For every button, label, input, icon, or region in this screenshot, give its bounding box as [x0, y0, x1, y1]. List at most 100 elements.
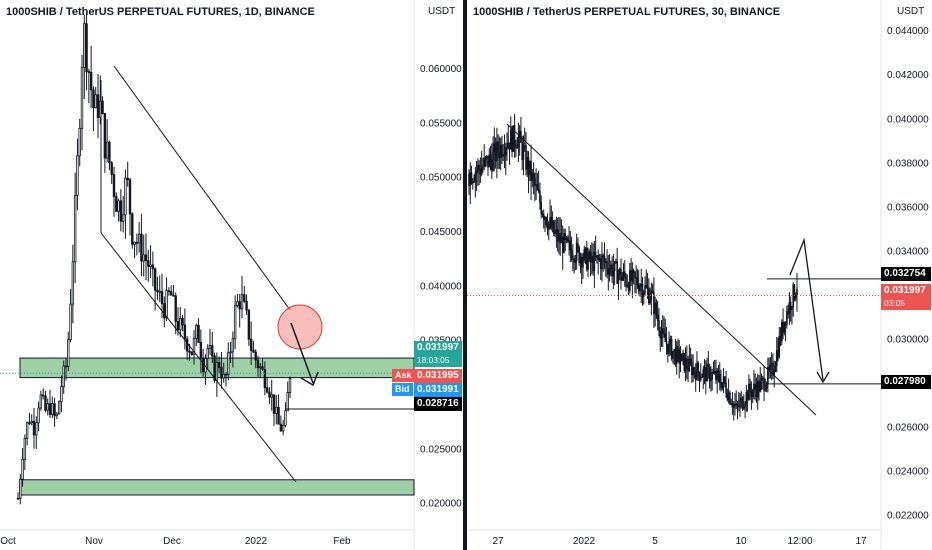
candle-body: [511, 129, 513, 152]
candle-body: [750, 391, 753, 397]
x-tick-label: 12:00: [787, 536, 812, 547]
candle-body: [475, 170, 478, 174]
candle-body: [531, 172, 534, 181]
candle-body: [745, 391, 748, 405]
candle-body: [688, 358, 691, 372]
candle-body: [508, 142, 511, 150]
candle-body: [172, 294, 175, 297]
candle-body: [655, 302, 658, 316]
candle-body: [767, 366, 769, 384]
candle-body: [597, 255, 599, 260]
candle-body: [261, 366, 264, 370]
candle-body: [627, 284, 630, 291]
candle-body: [41, 394, 45, 397]
candle-body: [101, 100, 104, 114]
left-chart-svg[interactable]: 0.060000 0.055000 0.050000 0.045000 0.040000…: [0, 0, 463, 550]
right-chart-panel[interactable]: 0.044000 0.042000 0.040000 0.038000 0.036000…: [467, 0, 932, 550]
candle-body: [126, 177, 129, 181]
forecast-arrow-head: [300, 371, 319, 387]
candle-body: [286, 392, 289, 412]
candle-body: [718, 374, 721, 384]
candle-body: [563, 233, 565, 253]
candle-body: [530, 160, 532, 181]
candle-body: [635, 277, 637, 280]
candle-body: [493, 143, 496, 153]
right-chart-svg[interactable]: 0.044000 0.042000 0.040000 0.038000 0.036000…: [467, 0, 932, 550]
y-tick-label: 0.044000: [887, 26, 929, 37]
candle-body: [185, 338, 189, 352]
right-lower-level-tag: 0.027980: [881, 375, 931, 389]
candle-body: [211, 345, 214, 357]
right-countdown: 03:05: [884, 298, 905, 308]
candle-body: [496, 141, 498, 162]
candle-body: [541, 213, 544, 216]
candle-body: [770, 363, 773, 366]
candle-body: [773, 370, 776, 376]
candle-body: [231, 338, 235, 353]
bid-label: Bid: [392, 383, 413, 396]
x-tick-label: 2022: [573, 536, 596, 547]
x-tick-label: 17: [855, 536, 867, 547]
candle-body: [777, 350, 779, 357]
candle-body: [517, 137, 520, 149]
candle-body: [229, 351, 232, 354]
candle-body: [32, 420, 36, 436]
candle-body: [645, 284, 648, 288]
candle-body: [731, 403, 734, 408]
candle-body: [483, 157, 485, 167]
ask-label: Ask: [392, 369, 415, 382]
candle-body: [213, 355, 216, 381]
candle-body: [115, 196, 118, 212]
candle-body: [636, 277, 639, 286]
candle-body: [764, 387, 767, 391]
candle-body: [103, 113, 107, 159]
candle-body: [641, 283, 644, 297]
candle-body: [16, 497, 20, 500]
candle-body: [521, 141, 523, 161]
candle-body: [151, 264, 155, 270]
candle-body: [560, 236, 563, 244]
candle-body: [632, 270, 635, 273]
candle-body: [512, 125, 515, 152]
candle-body: [55, 413, 59, 417]
candle-body: [717, 370, 720, 375]
candle-body: [653, 292, 655, 314]
candle-body: [673, 348, 675, 352]
candle-body: [539, 190, 541, 203]
panel-divider[interactable]: [463, 0, 467, 550]
candle-body: [741, 397, 744, 409]
candle-body: [220, 367, 223, 379]
candle-body: [489, 154, 492, 160]
candle-body: [594, 251, 597, 258]
candle-body: [572, 258, 574, 261]
candle-body: [556, 229, 559, 242]
candle-body: [739, 400, 741, 408]
candle-body: [599, 258, 602, 269]
candle-body: [156, 289, 159, 293]
candle-body: [470, 172, 473, 184]
candle-body: [694, 371, 697, 380]
left-chart-panel[interactable]: 0.060000 0.055000 0.050000 0.045000 0.040000…: [0, 0, 463, 550]
candle-body: [753, 383, 755, 391]
candle-body: [149, 264, 152, 267]
candle-body: [140, 233, 143, 262]
candle-body: [199, 342, 203, 359]
candle-body: [623, 271, 626, 278]
candle-body: [53, 403, 56, 417]
candle-body: [121, 214, 125, 222]
right-last-price-tag: 0.031997 03:05: [881, 284, 931, 310]
candle-body: [630, 270, 632, 282]
candle-body: [535, 184, 537, 186]
y-tick-label: 0.038000: [887, 158, 929, 169]
candle-body: [639, 286, 641, 292]
candle-body: [749, 383, 751, 393]
candle-body: [550, 216, 553, 229]
candle-body: [87, 71, 91, 73]
ask-value-tag: 0.031995: [414, 369, 462, 383]
y-tick-label: 0.045000: [420, 227, 462, 238]
y-tick-label: 0.026000: [887, 423, 929, 434]
candle-body: [616, 261, 618, 284]
candle-body: [792, 284, 795, 308]
candle-body: [494, 143, 497, 162]
candle-body: [706, 364, 708, 382]
